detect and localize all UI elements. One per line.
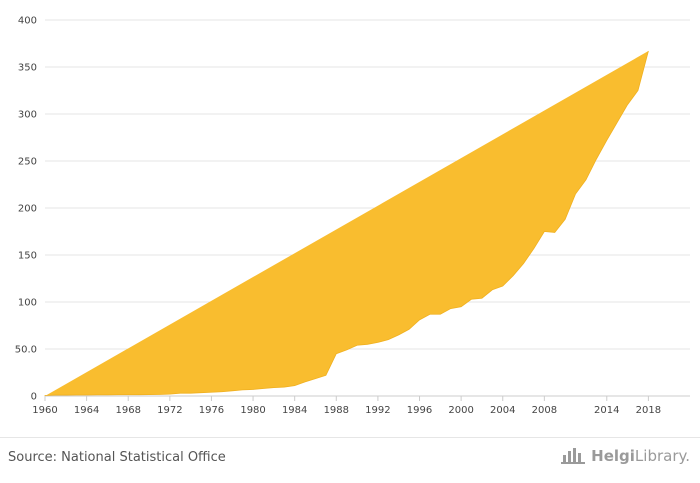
y-tick-label: 350 bbox=[18, 63, 37, 74]
x-tick-label: 1980 bbox=[240, 405, 265, 416]
x-tick-label: 1976 bbox=[199, 405, 224, 416]
y-tick-label: 400 bbox=[18, 16, 37, 27]
source-note: Source: National Statistical Office bbox=[8, 450, 226, 465]
x-axis-ticks: 1960 1964 1968 1972 1976 1980 1984 1988 1992 1996… bbox=[32, 396, 661, 416]
x-tick-label: 1960 bbox=[32, 405, 57, 416]
x-tick-label: 2004 bbox=[490, 405, 515, 416]
x-tick-label: 1964 bbox=[74, 405, 99, 416]
brand-name: Helgi bbox=[591, 447, 635, 465]
x-tick-label: 1988 bbox=[324, 405, 349, 416]
area-series bbox=[44, 50, 649, 396]
y-axis-ticks: 0 50.0 100 150 200 250 300 350 400 bbox=[15, 16, 37, 403]
x-tick-label: 2014 bbox=[594, 405, 619, 416]
y-tick-label: 100 bbox=[18, 298, 37, 309]
brand-suffix: Library. bbox=[634, 447, 690, 465]
x-tick-label: 1972 bbox=[157, 405, 182, 416]
y-tick-label: 300 bbox=[18, 110, 37, 121]
footer-divider bbox=[0, 437, 700, 438]
y-tick-label: 200 bbox=[18, 204, 37, 215]
y-tick-label: 250 bbox=[18, 157, 37, 168]
y-tick-label: 50.0 bbox=[15, 345, 37, 356]
brand-text: HelgiLibrary. bbox=[591, 447, 690, 465]
y-tick-label: 0 bbox=[31, 392, 37, 403]
helgi-library-logo-icon bbox=[561, 448, 586, 464]
x-tick-label: 2018 bbox=[636, 405, 661, 416]
x-tick-label: 2008 bbox=[532, 405, 557, 416]
x-tick-label: 1992 bbox=[365, 405, 390, 416]
brand-logo: HelgiLibrary. bbox=[561, 447, 690, 465]
x-tick-label: 1996 bbox=[407, 405, 432, 416]
x-tick-label: 2000 bbox=[448, 405, 473, 416]
x-tick-label: 1984 bbox=[282, 405, 307, 416]
y-tick-label: 150 bbox=[18, 251, 37, 262]
x-tick-label: 1968 bbox=[115, 405, 140, 416]
